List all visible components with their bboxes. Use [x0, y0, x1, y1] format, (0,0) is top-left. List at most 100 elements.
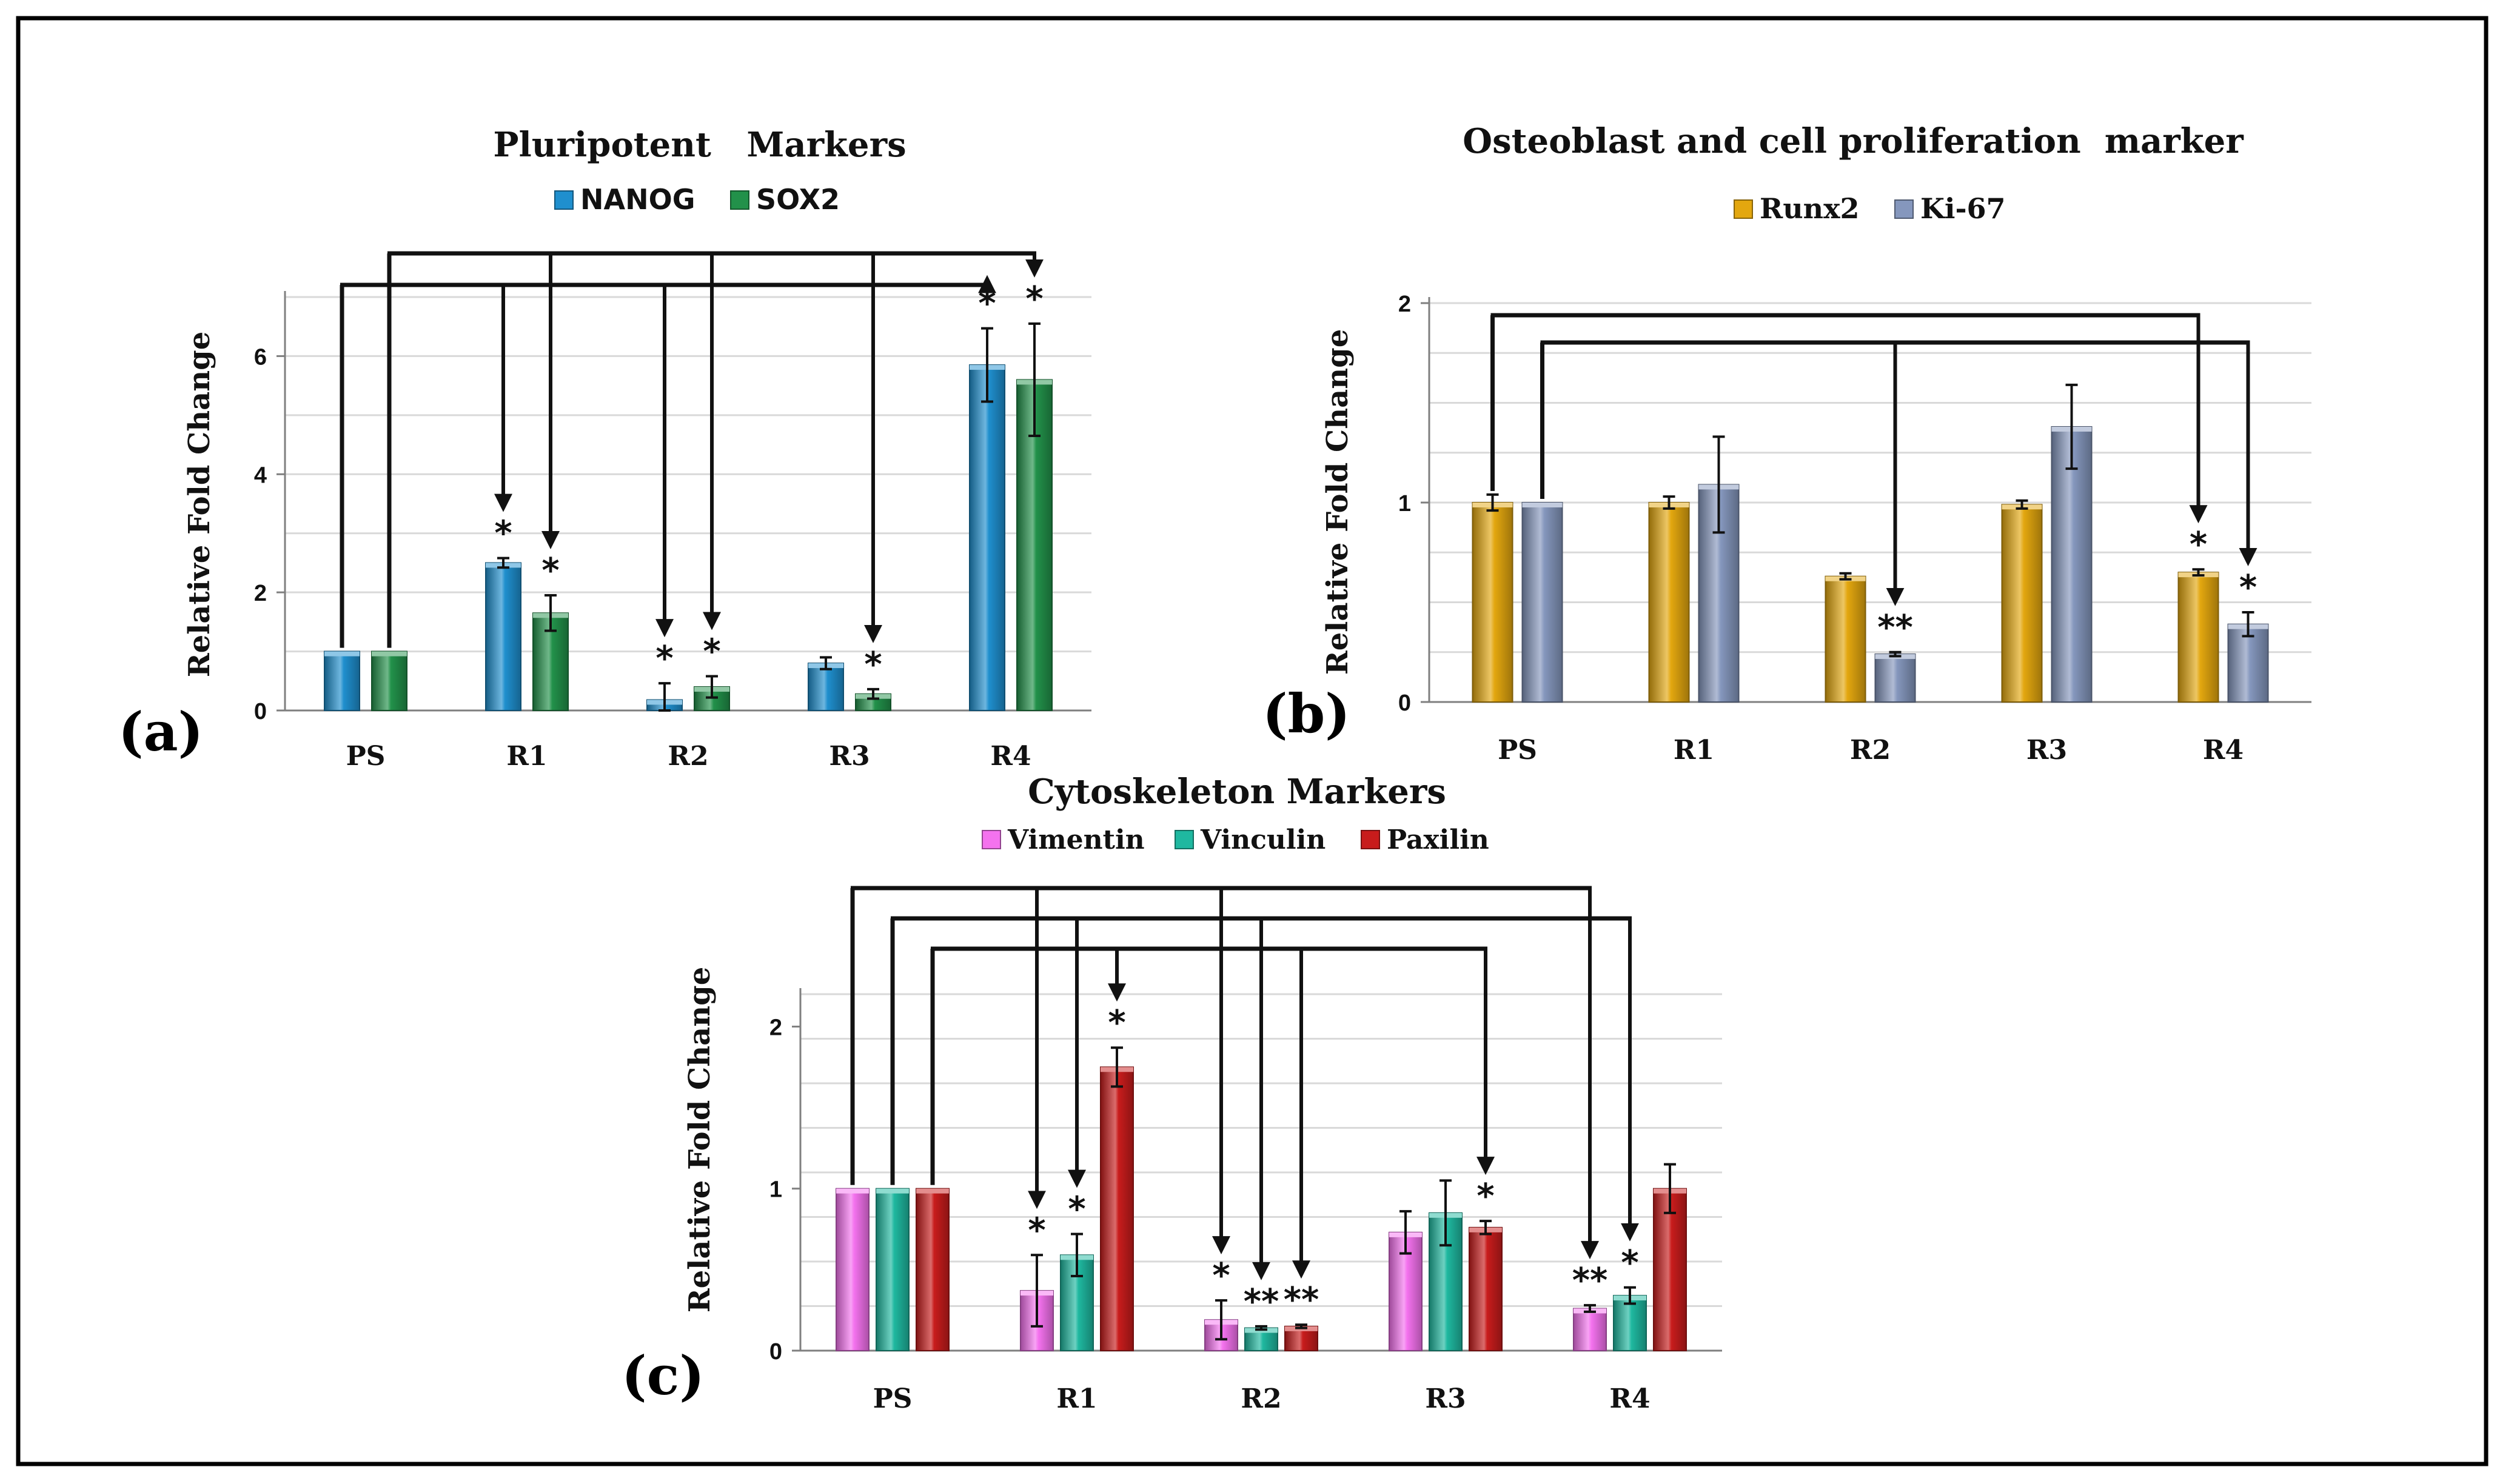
significance-label: * — [1212, 1256, 1230, 1295]
panel-label: (c) — [622, 1344, 705, 1407]
bar — [1100, 1066, 1134, 1351]
x-tick-label: R3 — [2026, 735, 2067, 766]
significance-label: * — [541, 551, 559, 590]
y-tick-label: 0 — [254, 699, 267, 724]
bar — [2001, 504, 2043, 703]
legend-label: Vinculin — [1200, 824, 1326, 855]
significance-label: ** — [1284, 1280, 1319, 1320]
bar — [836, 1188, 870, 1352]
x-tick-label: R3 — [829, 741, 870, 772]
x-tick-label: R1 — [506, 741, 547, 772]
significance-label: * — [1621, 1243, 1638, 1283]
bar-top-cap — [876, 1188, 909, 1194]
significance-label: * — [1476, 1177, 1494, 1216]
x-tick-label: R2 — [1850, 735, 1891, 766]
x-tick-label: R2 — [1241, 1383, 1281, 1414]
x-tick-label: R4 — [1609, 1383, 1650, 1414]
x-tick-label: R3 — [1425, 1383, 1466, 1414]
bar — [1472, 502, 1513, 703]
significance-label: ** — [1244, 1282, 1279, 1322]
bar — [1653, 1188, 1687, 1352]
legend-swatch — [1734, 199, 1753, 219]
x-tick-label: R4 — [990, 741, 1031, 772]
chart-title: Osteoblast and cell proliferation marker — [1463, 121, 2244, 161]
significance-label: * — [1025, 279, 1043, 319]
x-tick-label: PS — [346, 741, 386, 772]
bar — [1521, 502, 1563, 703]
chart-title: Pluripotent Markers — [493, 125, 906, 165]
chart-title: Cytoskeleton Markers — [1028, 772, 1446, 812]
legend-swatch — [1894, 199, 1914, 219]
bar — [1573, 1308, 1607, 1351]
significance-label: * — [494, 514, 512, 553]
bar — [969, 364, 1005, 711]
significance-label: * — [864, 645, 882, 684]
y-axis-label: Relative Fold Change — [183, 332, 216, 678]
bar — [808, 663, 844, 711]
x-tick-label: R1 — [1674, 735, 1714, 766]
x-tick-label: R4 — [2203, 735, 2244, 766]
bar — [916, 1188, 950, 1352]
legend-swatch — [1361, 830, 1380, 849]
y-tick-label: 4 — [254, 463, 267, 488]
bar-top-cap — [372, 651, 407, 657]
bar-top-cap — [1522, 503, 1563, 507]
bar — [1874, 653, 1916, 703]
bar — [1648, 502, 1690, 703]
significance-label: * — [1108, 1003, 1125, 1043]
bar — [1016, 379, 1053, 711]
figure-border — [16, 16, 2489, 1466]
legend-label: Paxilin — [1387, 824, 1489, 855]
panel-label: (a) — [118, 700, 203, 763]
y-axis-label: Relative Fold Change — [1321, 329, 1355, 675]
x-tick-label: PS — [1498, 735, 1537, 766]
y-tick-label: 1 — [1398, 491, 1411, 516]
bar — [2051, 426, 2093, 703]
legend-label: Ki-67 — [1920, 192, 2006, 225]
y-tick-label: 2 — [254, 581, 267, 606]
significance-label: * — [655, 639, 673, 678]
significance-label: * — [1068, 1190, 1085, 1229]
y-tick-label: 0 — [769, 1339, 782, 1365]
significance-label: * — [2190, 525, 2207, 564]
bar — [324, 650, 360, 711]
bar — [485, 562, 521, 712]
significance-label: * — [2239, 568, 2257, 607]
panel-label: (b) — [1262, 682, 1350, 745]
legend-label: Runx2 — [1760, 192, 1860, 225]
significance-label: * — [978, 284, 996, 324]
legend-swatch — [982, 830, 1001, 849]
panel-a: 0 2 4 6 PS R1 R2 R3 R4 Pluripotent Markers Relativ… — [118, 125, 1091, 772]
significance-label: ** — [1877, 608, 1913, 647]
x-tick-label: R1 — [1056, 1383, 1097, 1414]
legend-label: SOX2 — [756, 183, 840, 216]
panel-b: 0 1 2 PS R1 R2 R3 R4 Osteoblast and cell prolife… — [1262, 121, 2311, 766]
y-tick-label: 0 — [1398, 690, 1411, 716]
legend-swatch — [554, 190, 574, 210]
y-axis-label: Relative Fold Change — [683, 967, 717, 1313]
significance-label: * — [703, 632, 720, 671]
legend-swatch — [1175, 830, 1194, 849]
legend-swatch — [730, 190, 749, 210]
y-tick-label: 1 — [769, 1177, 782, 1203]
panel-c: 0 1 2 PS R1 R2 R3 R4 Cytoskeleton Markers Relativ… — [622, 772, 1722, 1414]
significance-label: ** — [1572, 1261, 1608, 1300]
bar — [2177, 572, 2219, 703]
bar — [371, 650, 407, 711]
significance-label: * — [1028, 1211, 1045, 1250]
bar-top-cap — [324, 651, 360, 657]
x-tick-label: PS — [873, 1383, 913, 1414]
legend-label: NANOG — [580, 183, 695, 216]
y-tick-label: 6 — [254, 344, 267, 370]
bar-top-cap — [916, 1188, 949, 1194]
legend-label: Vimentin — [1007, 824, 1145, 855]
y-tick-label: 2 — [1398, 292, 1411, 317]
bar — [1469, 1226, 1503, 1351]
y-tick-label: 2 — [769, 1015, 782, 1040]
bar — [876, 1188, 910, 1352]
bar-top-cap — [836, 1188, 869, 1194]
x-tick-label: R2 — [668, 741, 708, 772]
bar — [1825, 575, 1866, 703]
